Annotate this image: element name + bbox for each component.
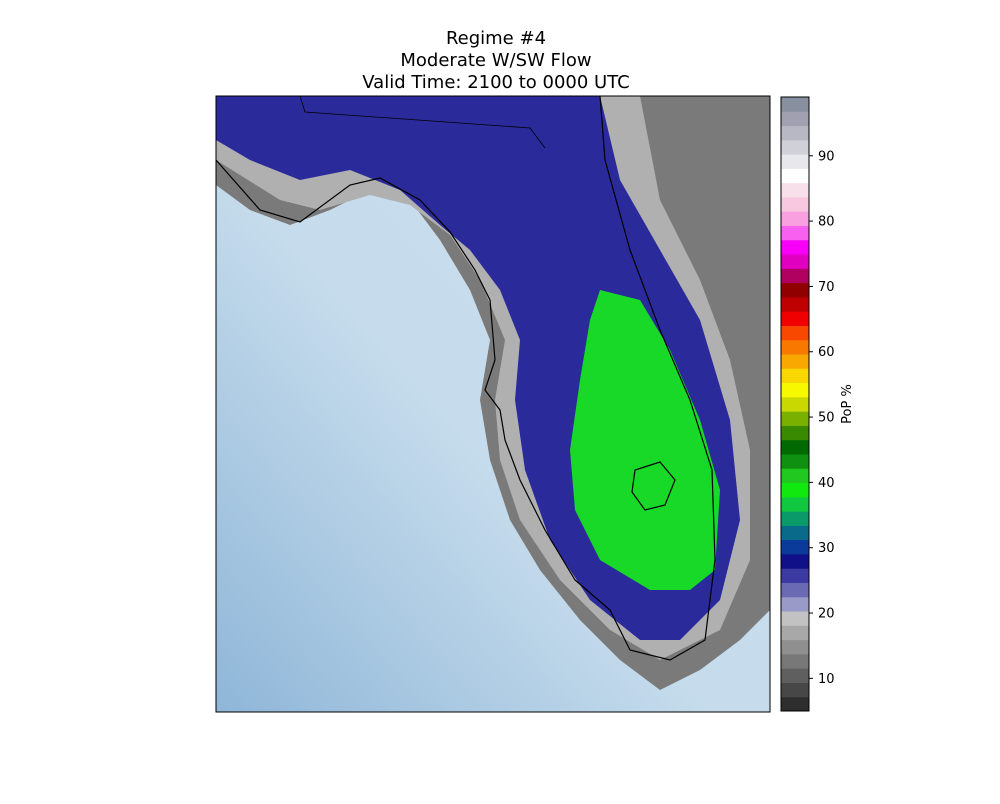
- colorbar-segment: [781, 254, 809, 269]
- colorbar-segment: [781, 525, 809, 541]
- colorbar-segment: [781, 211, 809, 227]
- colorbar-segment: [781, 668, 809, 683]
- colorbar-segment: [781, 553, 809, 569]
- state-border: [299, 96, 546, 149]
- lake-okeechobee: [631, 461, 676, 511]
- colorbar-segment: [781, 511, 809, 526]
- colorbar-tick-label: 20: [818, 607, 835, 622]
- title-line: Regime #4: [446, 28, 546, 49]
- colorbar-segment: [781, 582, 809, 598]
- colorbar-segment: [781, 225, 809, 241]
- colorbar-segment: [781, 568, 809, 583]
- colorbar-segment: [781, 182, 809, 198]
- colorbar-segment: [781, 682, 809, 698]
- coastline: [216, 96, 716, 661]
- colorbar-segment: [781, 482, 809, 498]
- colorbar-segment: [781, 639, 809, 655]
- colorbar-tick-label: 90: [818, 149, 835, 164]
- colorbar-segment: [781, 139, 809, 155]
- colorbar-segment: [781, 625, 809, 641]
- colorbar-segment: [781, 368, 809, 384]
- map: [216, 96, 770, 712]
- colorbar-tick-label: 10: [818, 672, 835, 687]
- colorbar-segment: [781, 596, 809, 612]
- colorbar-tick-label: 50: [818, 411, 835, 426]
- colorbar-segment: [781, 154, 809, 169]
- colorbar-segment: [781, 268, 809, 284]
- colorbar-segment: [781, 354, 809, 369]
- colorbar-segment: [781, 111, 809, 127]
- colorbar-segment: [781, 125, 809, 141]
- colorbar-frame: [780, 96, 810, 712]
- colorbar-segment: [781, 196, 809, 212]
- colorbar-segment: [781, 168, 809, 184]
- colorbar-tick-label: 80: [818, 215, 835, 230]
- colorbar-segment: [781, 439, 809, 455]
- colorbar-segment: [781, 339, 809, 355]
- colorbar-segment: [781, 97, 809, 112]
- colorbar-label: PoP %: [840, 384, 855, 424]
- colorbar-segment: [781, 539, 809, 555]
- green-field: [570, 290, 720, 590]
- colorbar-segment: [781, 296, 809, 312]
- colorbar-segment: [781, 653, 809, 669]
- title-line: Moderate W/SW Flow: [400, 50, 591, 71]
- colorbar-segment: [781, 382, 809, 398]
- colorbar-segment: [781, 468, 809, 484]
- colorbar-segment: [781, 311, 809, 326]
- colorbar-segment: [781, 411, 809, 426]
- colorbar-segment: [781, 453, 809, 469]
- colorbar-tick-label: 40: [818, 476, 835, 491]
- colorbar-segment: [781, 282, 809, 298]
- colorbar-tick-label: 70: [818, 280, 835, 295]
- colorbar-segment: [781, 239, 809, 255]
- colorbar-segment: [781, 696, 809, 712]
- colorbar-segment: [781, 425, 809, 441]
- colorbar-segment: [781, 325, 809, 341]
- colorbar-tick-label: 60: [818, 345, 835, 360]
- map-frame: [215, 95, 771, 713]
- colorbar-segment: [781, 396, 809, 412]
- title-line: Valid Time: 2100 to 0000 UTC: [362, 72, 629, 93]
- colorbar-segment: [781, 496, 809, 512]
- colorbar-segment: [781, 611, 809, 626]
- colorbar-tick-label: 30: [818, 541, 835, 556]
- colorbar: 10 20 30 40 50 60 70 80 90: [781, 97, 835, 712]
